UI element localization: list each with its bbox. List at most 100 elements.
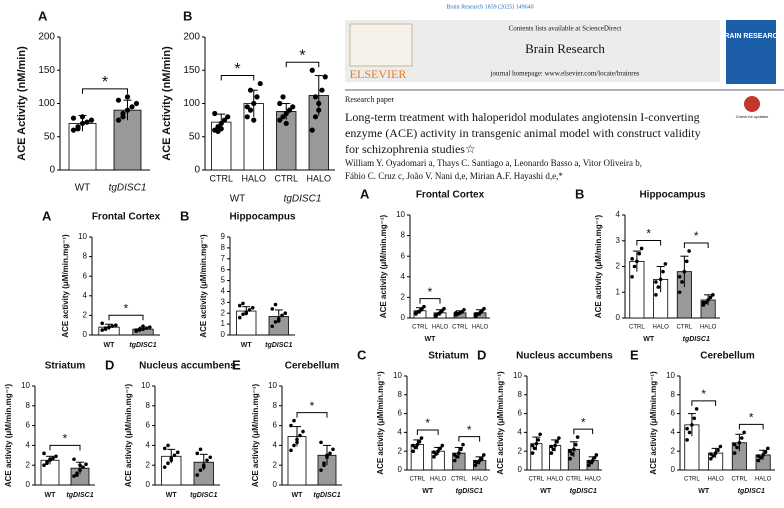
group-label: tgDISC1 xyxy=(683,336,710,343)
data-point xyxy=(251,100,257,107)
data-point xyxy=(78,468,82,472)
y-tick-label: 50 xyxy=(44,131,56,142)
chart-title: Cerebellum xyxy=(700,351,755,362)
data-point xyxy=(708,295,713,300)
data-point xyxy=(241,312,245,317)
significance-label: * xyxy=(428,285,433,299)
data-point xyxy=(115,117,122,123)
y-tick-label: 8 xyxy=(671,390,676,399)
data-point xyxy=(201,465,206,469)
data-point xyxy=(587,463,591,468)
data-point xyxy=(572,447,576,452)
y-axis-label: ACE activity (μM/min.mg⁻¹) xyxy=(199,234,208,338)
data-point xyxy=(295,437,299,442)
data-point xyxy=(309,67,315,73)
y-tick-label: 0 xyxy=(401,313,406,322)
data-point xyxy=(568,449,572,454)
data-point xyxy=(325,453,329,458)
y-tick-label: 8 xyxy=(26,401,31,410)
data-point xyxy=(709,456,713,461)
data-point xyxy=(637,251,642,256)
significance-bracket xyxy=(419,298,441,304)
y-axis-label: ACE activity (μM/min.mg⁻¹) xyxy=(379,214,388,318)
data-point xyxy=(532,446,537,451)
chart: A ACE Activity (nM/min) 0 50 100 150 200 WT tgDI… xyxy=(16,8,150,194)
panel-letter: B xyxy=(183,8,192,23)
cover xyxy=(726,20,776,84)
data-point xyxy=(701,303,706,307)
data-point xyxy=(656,285,661,289)
data-point xyxy=(290,104,296,110)
chart: E Cerebellum ACE activity (μM/min.mg⁻¹) 0 2 4… xyxy=(630,347,775,495)
y-tick-label: 10 xyxy=(513,371,522,380)
data-point xyxy=(72,457,76,462)
data-point xyxy=(756,454,761,458)
y-tick-label: 2 xyxy=(83,311,88,320)
data-point xyxy=(685,426,689,431)
y-tick-label: 5 xyxy=(221,276,226,285)
data-point xyxy=(110,324,115,328)
data-point xyxy=(312,114,319,120)
y-tick-label: 8 xyxy=(83,252,88,261)
y-tick-label: 6 xyxy=(83,271,88,280)
group-label: tgDISC1 xyxy=(265,342,292,349)
data-point xyxy=(289,423,293,428)
chart-title: Frontal Cortex xyxy=(92,212,161,223)
data-point xyxy=(630,256,634,261)
significance-label: * xyxy=(467,423,472,437)
x-tick-label: CTRL xyxy=(732,477,748,483)
y-tick-label: 6 xyxy=(518,409,523,418)
journal: Brain Research xyxy=(525,41,605,56)
y-tick-label: 8 xyxy=(221,243,226,252)
title-line: enzyme (ACE) activity in transgenic anim… xyxy=(345,126,701,140)
data-point xyxy=(212,110,218,117)
data-point xyxy=(124,94,131,100)
group-label: tgDISC1 xyxy=(129,342,156,349)
y-tick-label: 2 xyxy=(398,446,403,455)
panel-letter: A xyxy=(360,186,370,201)
data-point xyxy=(716,448,720,453)
group-label: WT xyxy=(104,342,116,349)
data-point xyxy=(316,107,322,113)
data-point xyxy=(75,473,79,477)
y-axis-label: ACE activity (μM/min.mg⁻¹) xyxy=(124,383,133,487)
data-point xyxy=(292,418,296,423)
data-point xyxy=(436,449,440,454)
data-point xyxy=(530,443,535,448)
data-point xyxy=(549,444,554,449)
data-point xyxy=(685,438,689,442)
y-tick-label: 2 xyxy=(273,460,278,469)
section: Research paper xyxy=(345,95,394,104)
data-point xyxy=(411,449,416,454)
data-point xyxy=(175,450,180,455)
data-point xyxy=(198,447,203,452)
chart: C Striatum ACE activity (μM/min.mg⁻¹) 0 2 4 6 8… xyxy=(357,347,490,495)
significance-bracket xyxy=(49,444,81,451)
group-label: tgDISC1 xyxy=(190,492,217,499)
y-tick-label: 2 xyxy=(26,460,31,469)
data-point xyxy=(100,321,104,326)
data-point xyxy=(283,311,288,316)
data-point xyxy=(48,457,52,462)
y-tick-label: 150 xyxy=(183,65,200,76)
group-label: tgDISC1 xyxy=(570,488,597,495)
group-label: tgDISC1 xyxy=(284,194,322,205)
x-tick-label: HALO xyxy=(241,173,266,183)
data-point xyxy=(114,323,118,328)
x-tick-label: CTRL xyxy=(451,477,467,483)
data-point xyxy=(538,432,542,437)
significance-label: * xyxy=(310,399,315,413)
data-point xyxy=(319,468,323,472)
data-point xyxy=(461,442,465,447)
data-point xyxy=(415,442,420,447)
chart-title: Cerebellum xyxy=(285,361,340,372)
data-point xyxy=(166,443,170,448)
homepage: journal homepage: www.elsevier.com/locat… xyxy=(490,70,640,78)
panel-letter: A xyxy=(38,8,48,23)
data-point xyxy=(592,455,597,460)
data-point xyxy=(432,450,436,454)
data-point xyxy=(732,442,737,447)
x-tick-label: HALO xyxy=(306,173,331,183)
y-tick-label: 4 xyxy=(83,291,88,300)
y-tick-label: 50 xyxy=(189,131,201,142)
